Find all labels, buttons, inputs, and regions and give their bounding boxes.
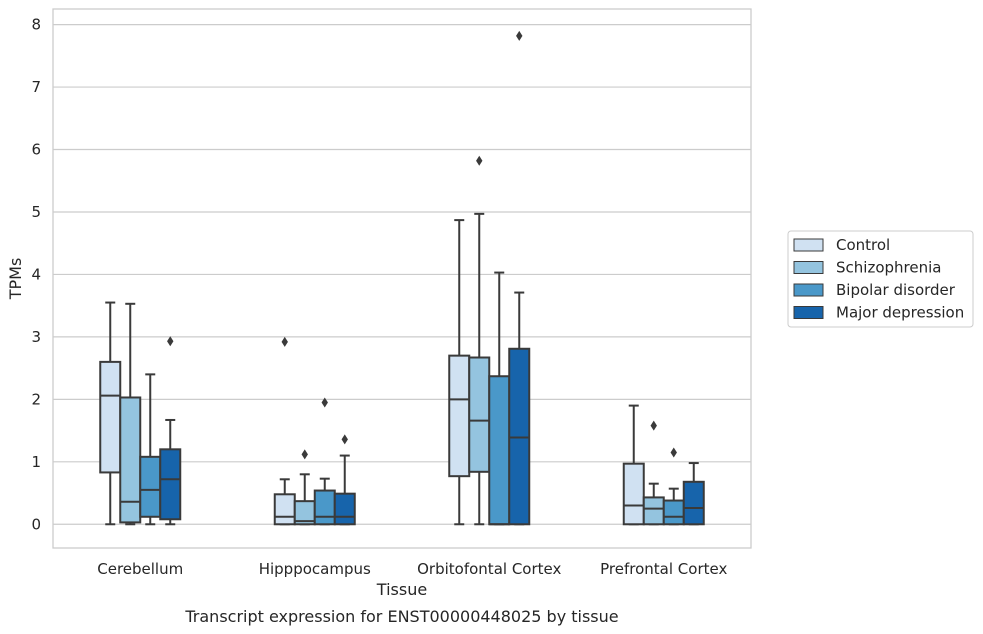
box-body	[682, 480, 705, 526]
outlier-marker	[516, 30, 523, 41]
box-major-depression	[508, 30, 531, 526]
legend-label: Schizophrenia	[836, 259, 941, 277]
y-tick-label: 6	[31, 141, 41, 159]
legend-swatch	[793, 238, 824, 252]
box-body	[139, 455, 162, 518]
y-tick-label: 2	[31, 390, 41, 408]
x-tick-label: Prefrontal Cortex	[600, 560, 727, 578]
y-tick-label: 5	[31, 203, 41, 221]
x-tick-label: Orbitofontal Cortex	[417, 560, 561, 578]
outlier-marker	[167, 336, 174, 347]
y-axis-title: TPMs	[6, 258, 25, 301]
outlier-marker	[341, 434, 348, 445]
legend-swatch	[793, 283, 824, 297]
box-body	[662, 499, 685, 526]
x-tick-label: Hipppocampus	[259, 560, 371, 578]
legend: Control Schizophrenia Bipolar disorder Majo…	[787, 230, 974, 328]
y-tick-label: 1	[31, 453, 41, 471]
outlier-marker	[301, 449, 308, 460]
outlier-marker	[476, 155, 483, 166]
y-tick-label: 3	[31, 328, 41, 346]
x-tick-labels: Cerebellum Hipppocampus Orbitofontal Corte…	[97, 560, 727, 578]
outlier-marker	[650, 420, 657, 431]
box-body	[448, 354, 471, 478]
box-body	[99, 360, 122, 474]
box-body	[468, 356, 491, 473]
box-control	[273, 336, 296, 526]
legend-frame	[787, 230, 974, 328]
outlier-marker	[281, 336, 288, 347]
legend-items: Control Schizophrenia Bipolar disorder Majo…	[793, 236, 964, 322]
box-body	[642, 496, 665, 526]
box-body	[159, 448, 182, 521]
box-body	[119, 396, 142, 524]
y-tick-label: 4	[31, 265, 41, 283]
chart-caption: Transcript expression for ENST0000044802…	[184, 607, 618, 626]
box-schizophrenia	[119, 302, 142, 526]
box-major-depression	[159, 336, 182, 526]
legend-label: Bipolar disorder	[836, 281, 956, 299]
box-groups	[99, 30, 705, 526]
legend-label: Control	[836, 236, 890, 254]
legend-label: Major depression	[836, 304, 964, 322]
x-tick-label: Cerebellum	[97, 560, 183, 578]
box-body	[622, 462, 645, 526]
box-body	[313, 489, 336, 526]
box-body	[488, 375, 511, 526]
box-body	[273, 493, 296, 526]
box-bipolar-disorder	[662, 447, 685, 526]
outlier-marker	[321, 397, 328, 408]
x-axis-title: Tissue	[376, 580, 427, 599]
y-tick-label: 7	[31, 78, 41, 96]
y-tick-labels: 0 1 2 3 4 5 6 7 8	[31, 16, 41, 534]
legend-swatch	[793, 306, 824, 319]
box-body	[333, 492, 356, 526]
box-schizophrenia	[468, 155, 491, 526]
box-schizophrenia	[642, 420, 665, 526]
plot-frame	[52, 8, 752, 549]
outlier-marker	[670, 447, 677, 458]
box-major-depression	[682, 462, 705, 526]
box-control	[622, 404, 645, 526]
box-major-depression	[333, 434, 356, 526]
legend-swatch	[793, 261, 824, 274]
y-tick-label: 8	[31, 16, 41, 34]
y-tick-label: 0	[31, 515, 41, 533]
